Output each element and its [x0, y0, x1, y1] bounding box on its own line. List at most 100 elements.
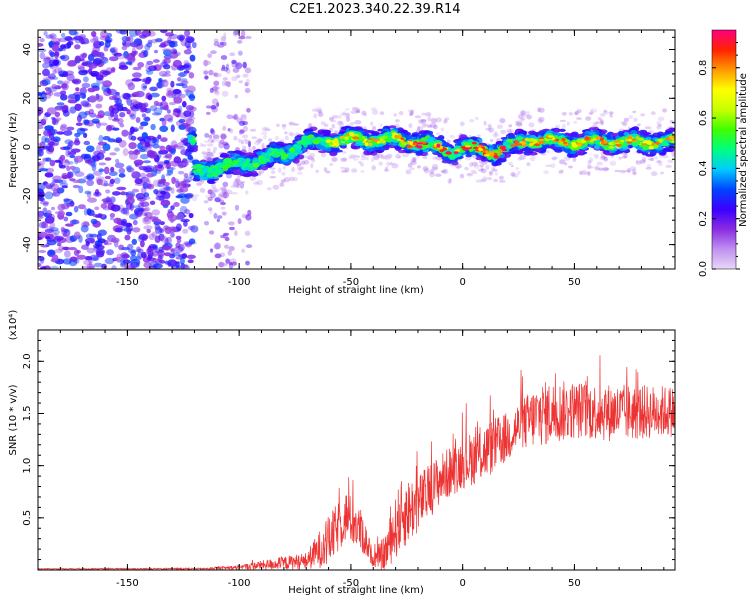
noise-cell [160, 199, 171, 207]
noise-cell [128, 56, 136, 62]
haze-cell [207, 189, 215, 195]
noise-cell [229, 128, 234, 134]
haze-cell [288, 131, 293, 136]
ridge-cell [604, 152, 613, 156]
noise-cell [219, 41, 224, 46]
haze-cell [274, 135, 280, 141]
noise-cell [158, 79, 167, 83]
noise-cell [175, 242, 181, 249]
noise-cell [161, 118, 167, 127]
hot-cell [406, 145, 412, 148]
haze-cell [665, 164, 672, 168]
noise-cell [131, 78, 142, 82]
haze-cell [331, 115, 338, 119]
noise-cell [44, 216, 55, 224]
hot-cell [334, 140, 340, 144]
noise-cell [213, 80, 220, 87]
noise-cell [60, 94, 68, 101]
noise-cell [245, 78, 250, 86]
ridge-cell [194, 171, 200, 175]
ridge-cell [191, 159, 200, 164]
haze-cell [300, 160, 306, 165]
noise-cell [91, 87, 100, 92]
noise-cell [78, 185, 84, 194]
haze-cell [559, 119, 567, 123]
noise-cell [136, 197, 147, 202]
haze-cell [427, 116, 432, 122]
ridge-cell [262, 152, 270, 158]
haze-cell [488, 125, 492, 130]
haze-cell [517, 157, 522, 161]
haze-cell [212, 150, 216, 154]
noise-cell [43, 129, 53, 137]
noise-cell [88, 62, 94, 71]
noise-cell [104, 157, 112, 161]
haze-cell [293, 123, 300, 126]
noise-cell [128, 109, 137, 117]
noise-cell [99, 35, 110, 41]
noise-cell [131, 238, 137, 245]
haze-cell [521, 111, 525, 116]
haze-cell [603, 156, 608, 161]
haze-cell [243, 138, 247, 142]
ridge-cell [295, 145, 302, 151]
noise-cell [131, 262, 137, 266]
snr-x-axis-label: Height of straight line (km) [288, 585, 424, 596]
noise-cell [62, 146, 71, 151]
noise-cell [186, 254, 196, 259]
noise-cell [80, 40, 85, 45]
noise-cell [85, 175, 91, 181]
haze-cell [365, 157, 369, 161]
haze-cell [254, 140, 261, 146]
haze-cell [471, 171, 478, 174]
noise-cell [53, 188, 58, 196]
haze-cell [640, 113, 645, 117]
noise-cell [220, 36, 227, 42]
noise-cell [143, 216, 150, 223]
noise-cell [89, 70, 100, 77]
haze-cell [517, 114, 524, 119]
ridge-cell [503, 141, 510, 146]
haze-cell [266, 187, 272, 191]
noise-cell [76, 250, 81, 254]
haze-cell [261, 127, 267, 131]
y-tick-label: 40 [22, 43, 33, 56]
noise-cell [83, 132, 88, 138]
noise-cell [150, 123, 156, 131]
noise-cell [183, 49, 192, 55]
ridge-cell [268, 152, 275, 156]
noise-cell [79, 92, 87, 99]
haze-cell [339, 121, 344, 127]
hot-cell [400, 139, 404, 143]
noise-cell [248, 140, 251, 148]
noise-cell [53, 179, 64, 184]
noise-cell [105, 125, 113, 132]
noise-cell [121, 218, 128, 227]
haze-cell [340, 157, 348, 162]
ridge-cell [594, 144, 600, 150]
noise-cell [183, 110, 192, 117]
haze-cell [205, 194, 211, 199]
haze-cell [538, 107, 545, 113]
haze-cell [320, 152, 327, 158]
noise-cell [220, 133, 227, 140]
noise-cell [187, 225, 195, 231]
noise-cell [46, 107, 57, 115]
haze-cell [288, 176, 295, 182]
haze-cell [296, 162, 302, 167]
noise-cell [56, 102, 65, 106]
noise-cell [46, 226, 55, 230]
hot-cell [416, 145, 423, 149]
haze-cell [206, 147, 211, 154]
noise-cell [69, 106, 77, 114]
haze-cell [288, 121, 295, 126]
noise-cell [95, 103, 103, 109]
noise-cell [131, 171, 137, 176]
haze-cell [264, 128, 271, 132]
haze-cell [369, 121, 374, 126]
haze-cell [623, 117, 630, 122]
noise-cell [168, 101, 176, 106]
noise-cell [139, 200, 145, 205]
haze-cell [594, 165, 600, 171]
